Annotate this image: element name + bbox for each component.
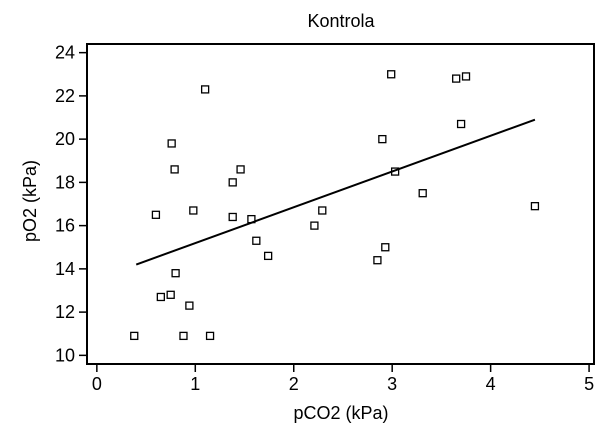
data-point [387,70,396,79]
data-point [200,85,210,94]
data-point [189,206,198,215]
regression-line [135,118,536,266]
y-axis-label: pO2 (kPa) [20,160,40,242]
x-axis-ticks: 0 1 2 3 4 5 [92,364,594,394]
data-point [170,165,179,174]
y-tick-label: 12 [55,302,75,322]
y-tick-label: 10 [55,345,75,365]
data-point [378,134,387,144]
y-tick-label: 24 [55,43,75,63]
y-axis-ticks: 10 12 14 16 18 20 22 24 [55,43,87,365]
data-point [171,269,180,278]
x-tick-label: 2 [289,374,299,394]
data-point [418,189,427,198]
data-point [166,290,175,299]
data-points [130,70,540,341]
x-tick-label: 4 [486,374,496,394]
data-point [167,139,176,148]
data-point [228,212,237,222]
data-point [205,331,215,341]
data-point [151,210,161,219]
data-point [318,206,327,215]
data-point [461,72,471,81]
y-tick-label: 20 [55,129,75,149]
data-point [456,119,466,129]
y-tick-label: 22 [55,86,75,106]
data-point [252,236,261,245]
x-axis-label: pCO2 (kPa) [293,403,388,423]
data-point [179,331,188,341]
data-point [228,178,237,187]
data-point [130,331,139,341]
x-tick-label: 3 [387,374,397,394]
x-tick-label: 0 [92,374,102,394]
plot-frame [86,43,595,365]
data-point [452,74,461,83]
data-point [156,292,165,302]
y-tick-label: 14 [55,259,75,279]
x-tick-label: 1 [190,374,200,394]
y-tick-label: 16 [55,216,75,236]
data-point [530,202,540,211]
data-point [185,301,194,310]
data-point [263,251,273,261]
data-point [373,256,382,265]
data-point [310,221,319,230]
x-tick-label: 5 [584,374,594,394]
y-tick-label: 18 [55,172,75,192]
regression-line-group [135,118,536,266]
plot-area [86,43,595,365]
chart-title: Kontrola [307,11,375,31]
data-point [236,165,245,174]
data-point [381,243,390,252]
